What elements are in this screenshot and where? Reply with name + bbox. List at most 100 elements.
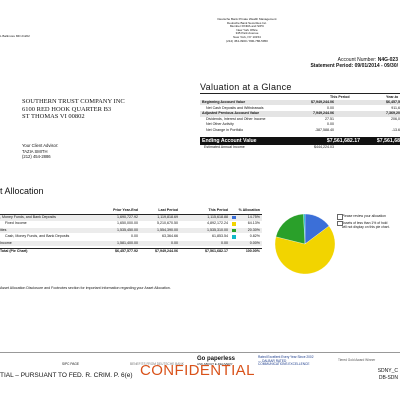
- allocation-header: Prior Year-End Last Period This Period %…: [0, 208, 262, 214]
- valuation-row: Adjusted Previous Account Value 7,949,244…: [200, 111, 400, 117]
- allocation-row-last: 1,119,818.69: [157, 215, 178, 219]
- account-number-value: N4G-023: [377, 57, 398, 63]
- firm-line: (212) 454-3900 / 800-786-5950: [226, 38, 268, 43]
- allocation-pie-chart: [270, 210, 340, 278]
- ending-label: Ending Account Value: [202, 138, 257, 144]
- allocation-row: Fixed Income 1,650,000.00 5,210,670.50 4,89…: [0, 221, 262, 227]
- allocation-row-prior: 1,650,000.00: [117, 221, 138, 226]
- firm-line: Deutsche Bank Securities Inc.: [226, 20, 268, 25]
- valuation-row-this-period: 0.00: [327, 122, 334, 127]
- allocation-row-this: 0.00: [221, 240, 228, 245]
- total-prior: $6,457,577.92: [115, 249, 138, 253]
- allocation-row-label: ities: [0, 227, 7, 232]
- account-info: Account Number: N4G-023 Statement Period…: [310, 57, 398, 69]
- allocation-row-label: Cash, Money Funds, and Bank Deposits: [5, 234, 70, 239]
- allocation-row-this: 61,853.54: [212, 234, 228, 239]
- allocation-row: ities 1,535,450.00 1,554,390.00 1,535,310.0…: [0, 227, 262, 234]
- total-pct: 100.00%: [245, 249, 260, 253]
- valuation-row: Net Cash Deposits and Withdrawals 0.00 911…: [200, 106, 400, 111]
- col-this-period: This Period: [208, 208, 228, 212]
- allocation-color-swatch: [232, 216, 236, 220]
- allocation-footnote: Asset Allocation Disclosure and Footnote…: [0, 286, 171, 290]
- total-label: Total (Pie Chart): [0, 249, 28, 253]
- bates-line: SDNY_C: [377, 368, 398, 374]
- firm-line: 345 Park Avenue: [235, 31, 259, 36]
- pie-slice: [275, 213, 306, 245]
- sender-address: L Baltimore MD 21202: [0, 34, 30, 38]
- valuation-row-ytd: 206,0: [391, 116, 400, 121]
- address-line: ST THOMAS VI 00802: [22, 113, 85, 120]
- note-line: will not display on this pie chart.: [342, 225, 390, 230]
- client-advisor: Your Client Advisor: TAZIA SMITH (212) 4…: [22, 143, 58, 160]
- allocation-row-pct: 64.13%: [247, 221, 260, 226]
- go-paperless-tagline: ASK ABOUT E-DELIVERY: [197, 362, 233, 366]
- allocation-row-label: , Money Funds, and Bank Deposits: [0, 215, 56, 219]
- valuation-row-this-period: 0.00: [327, 105, 334, 110]
- allocation-note: Please review your allocation Assets of …: [337, 214, 400, 230]
- valuation-row-label: Adjusted Previous Account Value: [202, 111, 260, 116]
- statement-period-label: Statement Period:: [310, 63, 354, 69]
- advisor-label: Your Client Advisor:: [22, 143, 59, 148]
- col-last-period: Last Period: [158, 208, 178, 212]
- allocation-color-swatch: [232, 235, 236, 239]
- valuation-rule: [200, 93, 400, 94]
- allocation-row-last: 5,210,670.50: [157, 221, 178, 226]
- ending-value-row: Ending Account Value $7,561,682.17 $7,56…: [200, 137, 400, 145]
- note-line: Assets of less than 1% of hold: [342, 220, 388, 225]
- allocation-row: , Money Funds, and Bank Deposits 1,690,72…: [0, 215, 262, 221]
- firm-line: New York Office: [236, 27, 258, 32]
- confidentiality-notice: TIAL – PURSUANT TO FED. R. CRIM. P. 6(e): [0, 372, 133, 379]
- allocation-row-last: 0.00: [171, 240, 178, 245]
- total-last: $7,949,244.06: [155, 249, 178, 253]
- address-line: 6100 RED HOOK QUARTER B3: [22, 105, 112, 113]
- firm-line: Member FINRA and SIPC: [229, 24, 265, 29]
- allocation-color-swatch: [232, 228, 236, 233]
- pie-slice: [274, 225, 336, 275]
- allocation-row: Cash, Money Funds, and Bank Deposits 0.00…: [0, 234, 262, 240]
- bates-number: SDNY_C DB-SDN: [378, 368, 398, 382]
- confidential-stamp: CONFIDENTIAL: [140, 362, 255, 379]
- estimated-income-value: $444,224.03: [314, 145, 334, 149]
- note-line: Please review your allocation: [342, 214, 386, 218]
- allocation-row-prior: 1,690,727.92: [117, 215, 138, 219]
- allocation-row-last: 63,364.66: [162, 234, 178, 239]
- col-year-to-date: Year-to: [386, 94, 399, 99]
- valuation-row-label: Net Other Activity: [206, 122, 234, 127]
- pie-chart-svg: [274, 213, 336, 275]
- valuation-row-label: Beginning Account Value: [202, 100, 246, 104]
- valuation-row-ytd: 911,6: [391, 105, 400, 110]
- valuation-row: Dividends, Interest and Other Income 27.5…: [200, 117, 400, 122]
- go-paperless-text: Go paperless: [197, 356, 236, 362]
- footer-logo-award: Tiered Gold Award Winner: [338, 358, 376, 362]
- valuation-row-this-period: 7,949,244.06: [313, 111, 334, 116]
- allocation-row-this: 1,115,618.88: [207, 215, 228, 219]
- valuation-row-label: Dividends, Interest and Other Income: [206, 116, 266, 121]
- allocation-row-pct: 0.00%: [249, 240, 260, 245]
- advisor-name: TAZIA SMITH: [22, 148, 48, 154]
- pie-slice: [303, 213, 306, 245]
- allocation-row-this: 4,892,172.24: [207, 221, 228, 226]
- allocation-row-label: Fixed Income: [5, 221, 27, 226]
- estimated-income-row: Estimated Annual Income $444,224.03: [200, 145, 400, 150]
- allocation-row-prior: 1,535,450.00: [117, 227, 138, 232]
- footer-logo-benefits: BENEFITS FROM DEUTSCHE BANK: [130, 362, 184, 366]
- valuation-header: This Period Year-to: [200, 94, 400, 99]
- note-bullet: [337, 214, 343, 220]
- allocation-row-prior: 1,581,400.00: [117, 240, 138, 245]
- valuation-row-ytd: $6,457,5: [386, 100, 400, 104]
- allocation-row-this: 1,535,310.00: [207, 227, 228, 232]
- footer-rule: [0, 352, 400, 353]
- account-number-label: Account Number:: [337, 57, 377, 63]
- statement-period-value: 09/01/2014 - 09/30/: [354, 63, 398, 69]
- address-line: SOUTHERN TRUST COMPANY INC: [22, 98, 125, 105]
- valuation-row-label: Net Change in Portfolio: [206, 128, 244, 132]
- col-prior-year-end: Prior Year-End: [113, 208, 138, 212]
- advisor-phone: (212) 454-2886: [22, 154, 51, 159]
- valuation-row-ytd: -13.6: [391, 128, 400, 132]
- valuation-row-label: Net Cash Deposits and Withdrawals: [206, 105, 264, 110]
- go-paperless-logo: Go paperless ASK ABOUT E-DELIVERY: [197, 356, 235, 366]
- allocation-row-prior: 0.00: [131, 234, 138, 239]
- allocation-row-last: 1,554,390.00: [157, 227, 178, 232]
- mailing-address: SOUTHERN TRUST COMPANY INC 6100 RED HOOK…: [22, 98, 125, 121]
- total-this: $7,561,682.17: [205, 249, 228, 253]
